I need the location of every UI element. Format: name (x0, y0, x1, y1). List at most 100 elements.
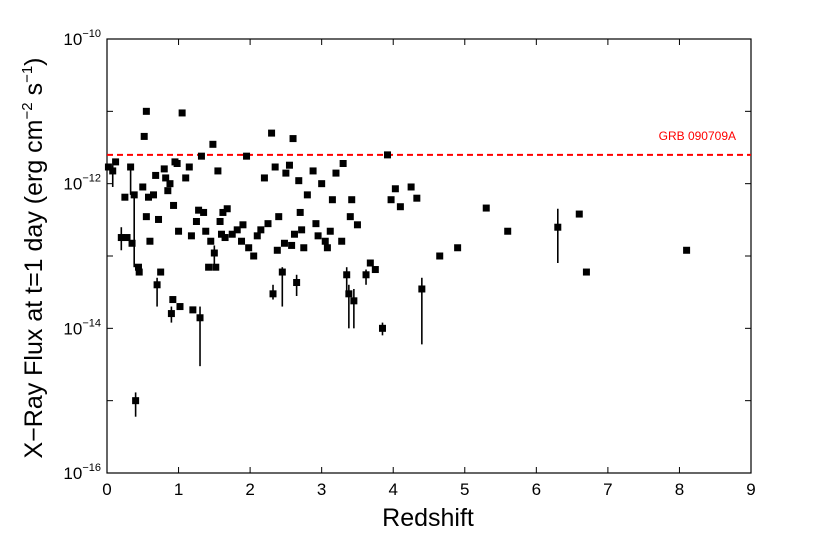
data-point (153, 281, 161, 289)
data-point (176, 303, 184, 311)
data-point (127, 163, 135, 171)
data-point (121, 193, 129, 201)
data-point (104, 163, 112, 171)
data-point (338, 237, 346, 245)
data-point (328, 196, 336, 204)
data-point (162, 174, 170, 182)
data-point (582, 268, 590, 276)
data-point (378, 324, 386, 332)
data-point (207, 237, 215, 245)
data-point (228, 230, 236, 238)
data-point (200, 208, 208, 216)
data-point (436, 252, 444, 260)
data-point (209, 140, 217, 148)
data-point (109, 167, 117, 175)
y-tick-label: 10−12 (63, 173, 101, 194)
data-point (362, 271, 370, 279)
data-point (285, 161, 293, 169)
data-point (250, 252, 258, 260)
data-point (155, 215, 163, 223)
data-point (575, 210, 583, 218)
data-point (332, 169, 340, 177)
data-point (160, 165, 168, 173)
data-point (348, 196, 356, 204)
data-point (142, 107, 150, 115)
data-point (187, 232, 195, 240)
data-point (257, 226, 265, 234)
svg-text:X−Ray Flux at t=1 day (erg cm−: X−Ray Flux at t=1 day (erg cm−2 s−1) (19, 57, 48, 458)
data-point (282, 169, 290, 177)
data-point (371, 266, 379, 274)
data-point (175, 227, 183, 235)
data-point (150, 191, 158, 199)
data-point (264, 220, 272, 228)
data-point (260, 174, 268, 182)
data-point (173, 160, 181, 168)
data-point (233, 226, 241, 234)
y-axis-label-exp2: −1 (19, 66, 36, 83)
data-point (139, 183, 147, 191)
data-point (350, 297, 358, 305)
x-tick-label: 3 (317, 480, 326, 499)
data-point (169, 296, 177, 304)
data-point (157, 268, 165, 276)
y-tick-label: 10−16 (63, 462, 101, 483)
data-point (318, 180, 326, 188)
data-point (145, 193, 153, 201)
data-point (185, 163, 193, 171)
data-point (134, 263, 142, 271)
y-axis-label-prefix: X−Ray Flux at t=1 day (erg cm (20, 119, 48, 458)
data-point (275, 213, 283, 221)
data-point (289, 135, 297, 143)
data-point (243, 152, 251, 160)
data-point (309, 167, 317, 175)
data-point (217, 230, 225, 238)
data-point (383, 151, 391, 159)
y-axis-label-exp1: −2 (19, 102, 36, 119)
data-point (504, 227, 512, 235)
data-point (170, 201, 178, 209)
data-point (396, 203, 404, 211)
data-point (253, 232, 261, 240)
data-point (346, 213, 354, 221)
data-point (321, 237, 329, 245)
data-point (303, 191, 311, 199)
data-point (293, 279, 301, 287)
data-point (216, 217, 224, 225)
data-point (212, 263, 220, 271)
data-point (366, 259, 374, 267)
x-tick-label: 8 (675, 480, 684, 499)
y-axis-label: X−Ray Flux at t=1 day (erg cm−2 s−1) (19, 57, 48, 458)
data-point (268, 129, 276, 137)
data-point (323, 244, 331, 252)
data-point (312, 220, 320, 228)
data-point (326, 227, 334, 235)
data-point (132, 397, 140, 405)
y-axis-label-middle: s (20, 83, 48, 102)
x-tick-label: 4 (388, 480, 397, 499)
data-point (413, 194, 421, 202)
data-point (387, 196, 395, 204)
data-point (238, 237, 246, 245)
data-point (296, 208, 304, 216)
y-axis-label-suffix: ) (20, 57, 48, 65)
data-point (683, 246, 691, 254)
x-tick-label: 7 (603, 480, 612, 499)
data-point (278, 268, 286, 276)
data-point (164, 187, 172, 195)
data-point (142, 213, 150, 221)
data-point (391, 185, 399, 193)
data-point (343, 271, 351, 279)
data-point (140, 132, 148, 140)
data-point (128, 239, 136, 247)
data-point (167, 310, 175, 318)
data-point (152, 171, 160, 179)
y-tick-label: 10−14 (63, 317, 101, 338)
data-point (418, 285, 426, 293)
data-point (482, 204, 490, 212)
x-tick-label: 2 (245, 480, 254, 499)
data-point (314, 232, 322, 240)
data-point (288, 241, 296, 249)
data-point (280, 239, 288, 247)
